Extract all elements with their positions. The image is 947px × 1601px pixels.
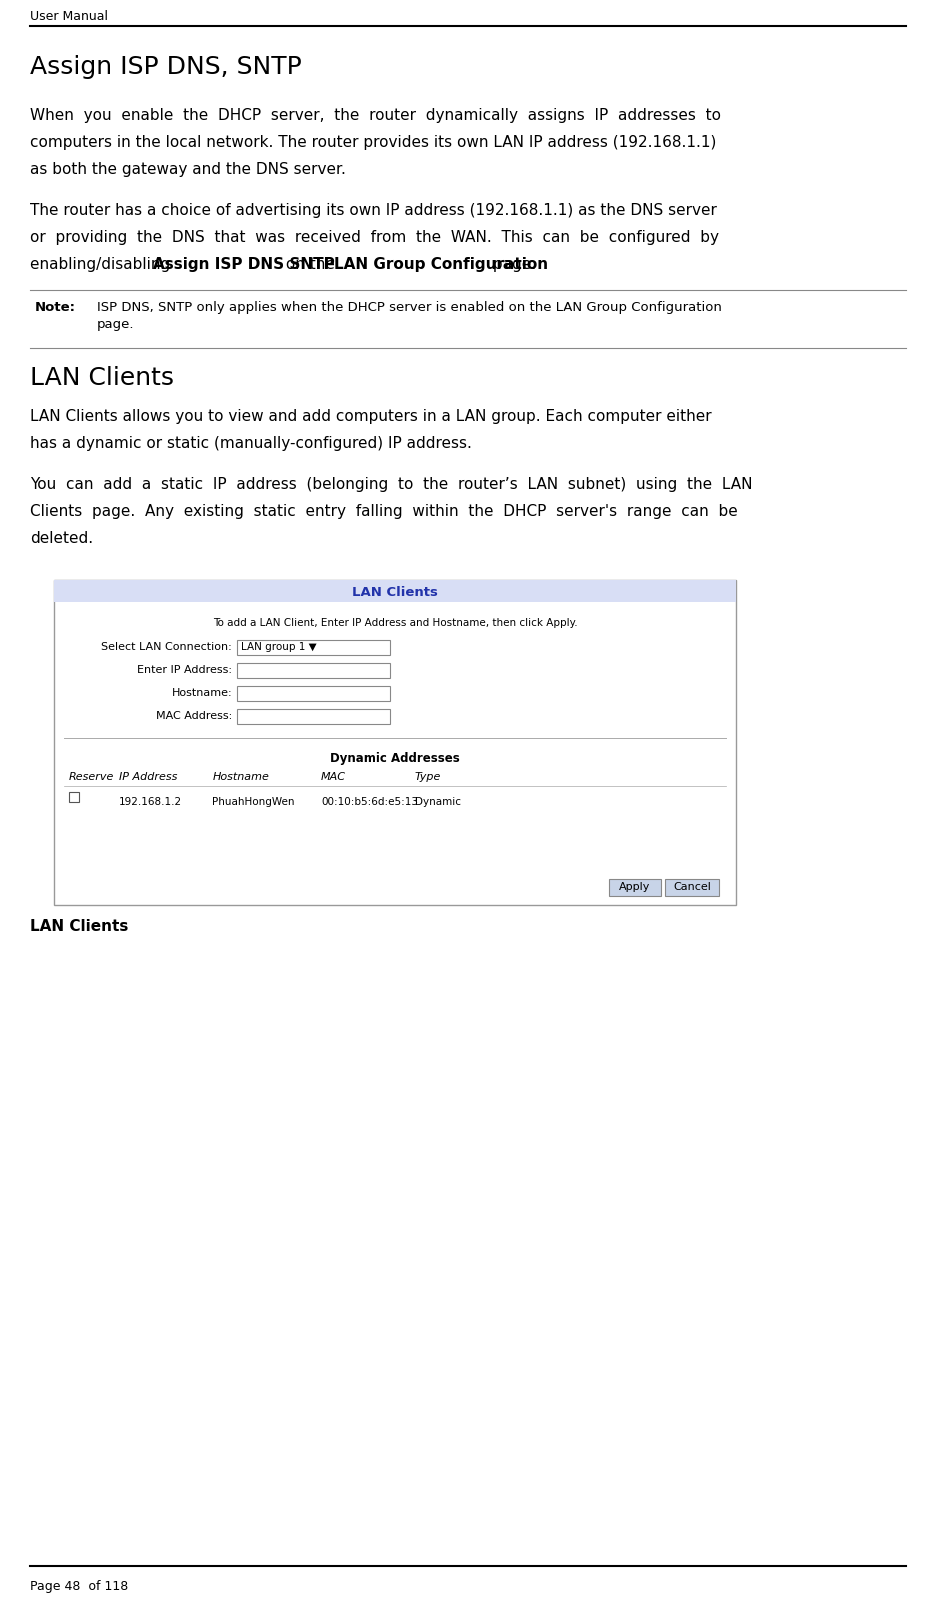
Text: 00:10:b5:6d:e5:13: 00:10:b5:6d:e5:13 [321, 797, 418, 807]
Text: Hostname:: Hostname: [171, 688, 232, 698]
Text: Assign ISP DNS SNTP: Assign ISP DNS SNTP [153, 258, 335, 272]
Bar [54, 580, 736, 602]
Bar [237, 709, 390, 724]
Text: Page 48  of 118: Page 48 of 118 [29, 1580, 128, 1593]
Text: Hostname: Hostname [212, 772, 269, 781]
Text: on the: on the [281, 258, 340, 272]
Text: Assign ISP DNS, SNTP: Assign ISP DNS, SNTP [29, 54, 301, 78]
Bar [237, 640, 390, 655]
Bar [665, 879, 719, 897]
Text: MAC Address:: MAC Address: [156, 711, 232, 720]
Text: To add a LAN Client, Enter IP Address and Hostname, then click Apply.: To add a LAN Client, Enter IP Address an… [213, 618, 578, 628]
Text: as both the gateway and the DNS server.: as both the gateway and the DNS server. [29, 162, 346, 178]
Bar [69, 792, 79, 802]
Text: The router has a choice of advertising its own IP address (192.168.1.1) as the D: The router has a choice of advertising i… [29, 203, 717, 218]
Text: LAN Clients: LAN Clients [29, 367, 173, 391]
Text: You  can  add  a  static  IP  address  (belonging  to  the  router’s  LAN  subne: You can add a static IP address (belongi… [29, 477, 752, 492]
Text: Enter IP Address:: Enter IP Address: [137, 664, 232, 676]
Text: Note:: Note: [34, 301, 76, 314]
Bar [609, 879, 661, 897]
Text: page.: page. [489, 258, 537, 272]
Text: Apply: Apply [619, 882, 651, 892]
Text: MAC: MAC [321, 772, 346, 781]
Text: Dynamic: Dynamic [415, 797, 461, 807]
Text: Cancel: Cancel [673, 882, 711, 892]
Text: ISP DNS, SNTP only applies when the DHCP server is enabled on the LAN Group Conf: ISP DNS, SNTP only applies when the DHCP… [97, 301, 722, 314]
Text: Select LAN Connection:: Select LAN Connection: [101, 642, 232, 652]
Bar [237, 663, 390, 677]
Text: LAN Clients allows you to view and add computers in a LAN group. Each computer e: LAN Clients allows you to view and add c… [29, 408, 711, 424]
Text: LAN Clients: LAN Clients [352, 586, 438, 599]
Bar [54, 580, 736, 905]
Text: page.: page. [97, 319, 134, 331]
Text: LAN Group Configuration: LAN Group Configuration [333, 258, 547, 272]
Text: Reserve: Reserve [69, 772, 115, 781]
Text: PhuahHongWen: PhuahHongWen [212, 797, 295, 807]
Text: Type: Type [415, 772, 441, 781]
Text: or  providing  the  DNS  that  was  received  from  the  WAN.  This  can  be  co: or providing the DNS that was received f… [29, 231, 719, 245]
Text: 192.168.1.2: 192.168.1.2 [118, 797, 182, 807]
Text: LAN group 1 ▼: LAN group 1 ▼ [241, 642, 316, 652]
Text: IP Address: IP Address [118, 772, 177, 781]
Text: LAN Clients: LAN Clients [29, 919, 128, 933]
Text: enabling/disabling: enabling/disabling [29, 258, 175, 272]
Text: When  you  enable  the  DHCP  server,  the  router  dynamically  assigns  IP  ad: When you enable the DHCP server, the rou… [29, 107, 721, 123]
Text: deleted.: deleted. [29, 532, 93, 546]
Text: Clients  page.  Any  existing  static  entry  falling  within  the  DHCP  server: Clients page. Any existing static entry … [29, 504, 738, 519]
Text: has a dynamic or static (manually-configured) IP address.: has a dynamic or static (manually-config… [29, 435, 472, 451]
Text: User Manual: User Manual [29, 10, 108, 22]
Bar [237, 685, 390, 701]
Text: Dynamic Addresses: Dynamic Addresses [331, 752, 460, 765]
Text: computers in the local network. The router provides its own LAN IP address (192.: computers in the local network. The rout… [29, 134, 716, 150]
